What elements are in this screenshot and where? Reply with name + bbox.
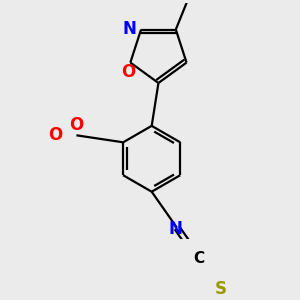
Text: S: S [215,280,227,298]
Text: O: O [69,116,83,134]
Text: N: N [168,220,182,238]
Text: O: O [122,63,136,81]
Text: C: C [194,251,205,266]
Text: N: N [123,20,137,38]
Text: O: O [48,126,62,144]
